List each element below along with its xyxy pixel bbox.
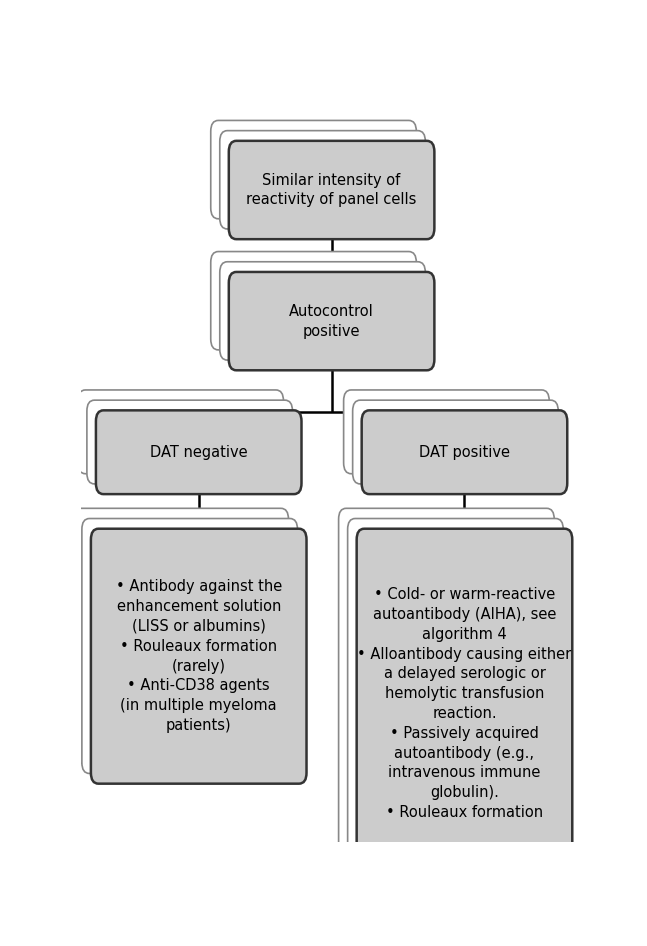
FancyBboxPatch shape <box>353 400 558 484</box>
FancyBboxPatch shape <box>73 508 289 763</box>
FancyBboxPatch shape <box>82 518 298 774</box>
FancyBboxPatch shape <box>344 390 549 474</box>
Text: • Cold- or warm-reactive
autoantibody (AIHA), see
algorithm 4
• Alloantibody cau: • Cold- or warm-reactive autoantibody (A… <box>357 587 571 820</box>
FancyBboxPatch shape <box>91 529 307 783</box>
Text: Autocontrol
positive: Autocontrol positive <box>289 304 374 339</box>
Text: Similar intensity of
reactivity of panel cells: Similar intensity of reactivity of panel… <box>247 172 417 207</box>
Text: • Antibody against the
enhancement solution
(LISS or albumins)
• Rouleaux format: • Antibody against the enhancement solut… <box>116 579 282 733</box>
FancyBboxPatch shape <box>338 508 554 858</box>
FancyBboxPatch shape <box>78 390 283 474</box>
FancyBboxPatch shape <box>362 411 567 494</box>
FancyBboxPatch shape <box>229 272 434 370</box>
FancyBboxPatch shape <box>211 252 416 350</box>
FancyBboxPatch shape <box>96 411 302 494</box>
FancyBboxPatch shape <box>356 529 573 878</box>
FancyBboxPatch shape <box>220 131 425 229</box>
FancyBboxPatch shape <box>220 262 425 360</box>
Text: DAT positive: DAT positive <box>419 445 510 460</box>
FancyBboxPatch shape <box>229 141 434 239</box>
FancyBboxPatch shape <box>211 120 416 219</box>
FancyBboxPatch shape <box>87 400 292 484</box>
FancyBboxPatch shape <box>347 518 564 868</box>
Text: DAT negative: DAT negative <box>150 445 248 460</box>
